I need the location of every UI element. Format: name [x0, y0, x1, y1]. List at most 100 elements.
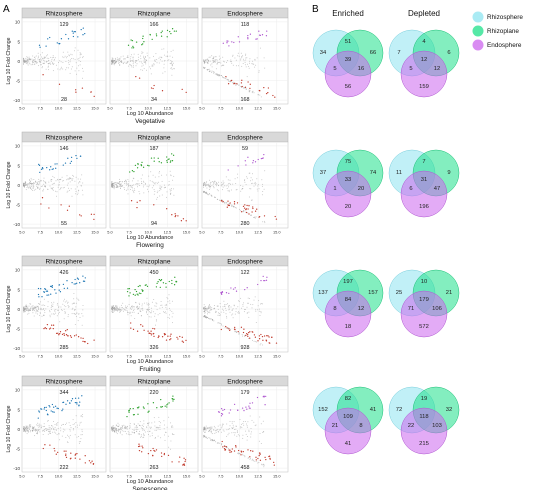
point-neutral: [71, 308, 73, 310]
point-depleted: [182, 341, 185, 343]
point-neutral: [203, 434, 205, 436]
point-neutral: [217, 62, 219, 63]
y-axis-label: Log 10 Fold Change: [6, 405, 12, 452]
point-neutral: [112, 185, 114, 187]
point-neutral: [51, 425, 53, 427]
point-enriched: [166, 36, 168, 38]
point-enriched: [168, 280, 170, 283]
point-enriched: [79, 155, 82, 157]
point-depleted: [79, 214, 81, 216]
point-neutral: [128, 312, 130, 314]
point-enriched: [136, 167, 139, 169]
point-neutral: [213, 71, 215, 73]
point-neutral: [132, 432, 134, 434]
point-neutral: [43, 56, 45, 58]
point-enriched: [231, 41, 233, 43]
point-enriched: [148, 165, 150, 167]
x-tick-label: 12.5: [73, 230, 81, 235]
point-depleted: [150, 332, 152, 335]
point-neutral: [56, 195, 57, 197]
point-neutral: [38, 182, 40, 184]
point-neutral: [248, 316, 250, 318]
point-neutral: [228, 203, 230, 205]
legend-swatch-rhizosphere: [472, 11, 484, 23]
point-neutral: [117, 309, 119, 311]
point-neutral: [61, 308, 63, 310]
point-neutral: [153, 299, 155, 300]
point-neutral: [238, 85, 240, 86]
point-neutral: [82, 57, 84, 59]
point-enriched: [265, 395, 267, 398]
point-enriched: [255, 38, 257, 40]
point-enriched: [131, 39, 134, 42]
point-neutral: [220, 324, 222, 326]
point-enriched: [246, 408, 248, 410]
point-neutral: [149, 426, 151, 428]
point-depleted: [161, 455, 163, 458]
point-neutral: [212, 184, 214, 186]
x-tick-label: 7.5: [126, 474, 131, 479]
point-neutral: [213, 187, 215, 189]
point-neutral: [123, 430, 125, 432]
facet-label: Rhizoplane: [138, 135, 171, 142]
point-depleted: [150, 449, 152, 452]
point-neutral: [130, 308, 132, 310]
point-depleted: [241, 79, 243, 81]
point-enriched: [157, 281, 159, 283]
point-neutral: [77, 192, 79, 194]
point-depleted: [65, 453, 67, 455]
point-neutral: [74, 426, 76, 428]
point-neutral: [244, 456, 246, 458]
point-neutral: [231, 422, 233, 424]
point-neutral: [50, 179, 52, 181]
point-neutral: [163, 312, 165, 314]
venn-count-rhizoplane-only: 157: [368, 290, 378, 296]
point-neutral: [213, 320, 215, 322]
point-neutral: [79, 422, 81, 424]
point-neutral: [45, 68, 47, 70]
point-neutral: [224, 78, 226, 80]
point-neutral: [143, 60, 145, 62]
point-enriched: [166, 406, 168, 408]
point-neutral: [47, 60, 49, 62]
point-neutral: [55, 64, 57, 66]
point-enriched: [143, 407, 145, 409]
point-neutral: [36, 182, 38, 184]
point-enriched: [84, 32, 86, 35]
point-neutral: [62, 62, 64, 63]
point-enriched: [230, 287, 232, 289]
point-neutral: [37, 422, 39, 424]
enriched-count: 344: [60, 390, 69, 396]
point-neutral: [234, 429, 235, 430]
point-enriched: [132, 407, 134, 410]
point-neutral: [112, 182, 114, 184]
point-neutral: [44, 60, 46, 62]
point-depleted: [65, 456, 68, 459]
point-neutral: [43, 429, 45, 431]
x-axis-label: Log 10 Abundance: [127, 479, 174, 485]
point-neutral: [66, 179, 68, 181]
venn-count-endosphere-only: 196: [419, 204, 429, 210]
point-neutral: [49, 310, 50, 312]
venn-count-endosphere-only: 20: [345, 204, 351, 210]
point-depleted: [43, 327, 45, 330]
point-neutral: [128, 65, 130, 67]
point-depleted: [153, 84, 155, 87]
point-neutral: [219, 424, 221, 426]
point-neutral: [165, 312, 167, 314]
point-neutral: [63, 180, 65, 182]
point-neutral: [25, 425, 27, 427]
point-enriched: [128, 287, 131, 290]
ma-plot-grid: Log 10 Fold Change1050-5-10Rhizosphere12…: [6, 7, 289, 490]
point-neutral: [164, 184, 165, 186]
points-rhizosphere: [23, 154, 95, 221]
point-neutral: [231, 206, 233, 207]
point-enriched: [221, 293, 223, 296]
point-neutral: [129, 425, 131, 427]
point-neutral: [129, 312, 131, 314]
point-neutral: [247, 297, 249, 299]
point-neutral: [219, 57, 221, 59]
point-neutral: [225, 77, 227, 79]
point-neutral: [24, 184, 26, 186]
point-neutral: [229, 420, 231, 422]
